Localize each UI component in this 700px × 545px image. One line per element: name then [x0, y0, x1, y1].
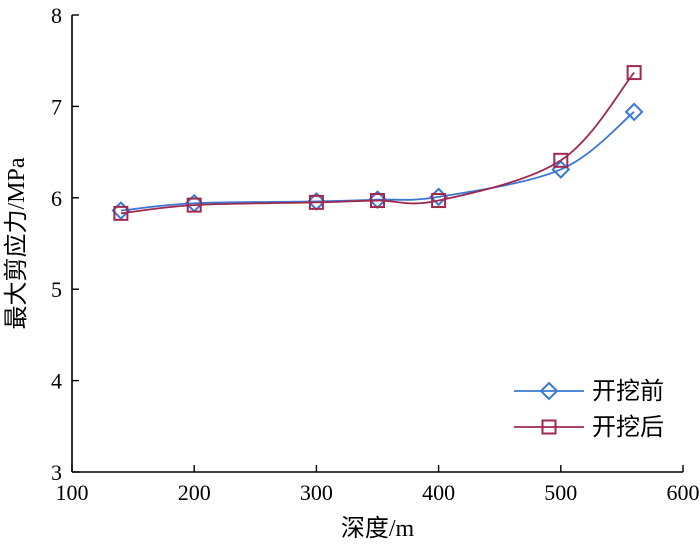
series-line: [120, 111, 635, 212]
data-point: [431, 193, 447, 209]
axes: 100 200 300 400 500 600 3 4 5 6 7 8: [51, 3, 700, 505]
x-tick-label: 100: [56, 480, 89, 505]
y-tick-label: 4: [51, 369, 62, 394]
x-tick-label: 500: [544, 480, 577, 505]
y-tick-label: 3: [51, 460, 62, 485]
legend-marker: [541, 419, 557, 435]
y-axis-title: 最大剪应力/MPa: [3, 157, 30, 329]
series-2: [113, 65, 642, 221]
legend-label: 开挖前: [592, 378, 664, 405]
data-point: [370, 193, 385, 209]
legend-item: 开挖前: [514, 378, 664, 405]
series-layer: [111, 65, 644, 221]
data-point: [186, 197, 202, 213]
data-point: [113, 205, 129, 221]
x-tick-label: 400: [422, 480, 455, 505]
data-point: [626, 65, 642, 81]
legend-label: 开挖后: [592, 414, 664, 441]
x-tick-label: 200: [178, 480, 211, 505]
y-tick-label: 5: [51, 277, 62, 302]
y-tick-label: 6: [51, 186, 62, 211]
legend-item: 开挖后: [514, 414, 664, 441]
x-axis-title: 深度/m: [341, 515, 415, 542]
data-point: [111, 201, 131, 221]
x-tick-label: 300: [300, 480, 333, 505]
y-tick-label: 7: [51, 94, 62, 119]
x-tick-label: 600: [667, 480, 700, 505]
data-point: [308, 194, 324, 210]
data-point: [553, 152, 569, 168]
series-line: [120, 72, 635, 215]
data-point: [624, 102, 644, 122]
legend-marker: [539, 381, 559, 401]
y-tick-label: 8: [51, 3, 62, 28]
